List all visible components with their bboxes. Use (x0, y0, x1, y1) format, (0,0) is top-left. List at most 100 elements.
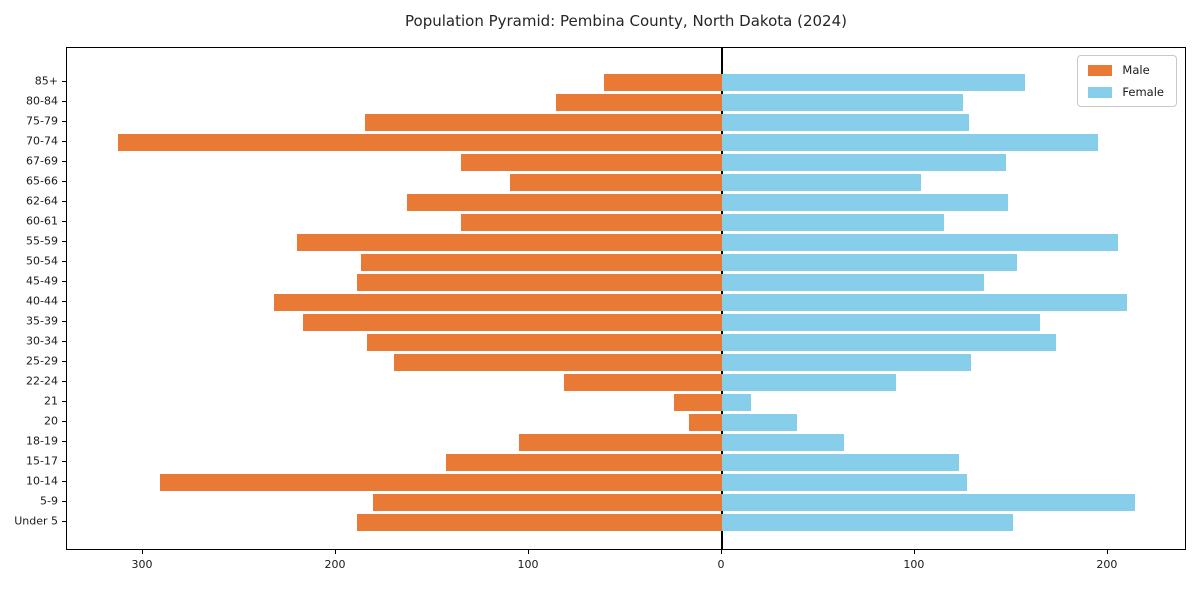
y-axis-label: 20 (44, 414, 58, 428)
male-bar (673, 393, 722, 411)
y-axis-label: 40-44 (26, 294, 58, 308)
y-axis-label: 35-39 (26, 314, 58, 328)
x-tick-label: 0 (717, 558, 725, 571)
y-tick-mark (62, 420, 66, 422)
y-tick-mark (62, 460, 66, 462)
y-axis-label: 80-84 (26, 94, 58, 108)
female-bar (721, 153, 1006, 171)
male-bar (519, 433, 722, 451)
female-bar (721, 193, 1008, 211)
y-axis-label: 70-74 (26, 134, 58, 148)
female-bar (721, 293, 1128, 311)
female-bar (721, 133, 1099, 151)
y-tick-mark (62, 220, 66, 222)
female-bar (721, 493, 1135, 511)
female-bar (721, 453, 960, 471)
female-bar (721, 213, 944, 231)
x-tick-mark (913, 550, 915, 554)
x-tick-mark (335, 550, 336, 554)
male-bar (461, 213, 722, 231)
male-bar (297, 233, 722, 251)
x-tick-mark (720, 550, 722, 554)
female-bar (721, 113, 969, 131)
chart-title: Population Pyramid: Pembina County, Nort… (405, 12, 847, 30)
male-bar (303, 313, 722, 331)
y-axis-label: 15-17 (26, 454, 58, 468)
y-axis-label: 25-29 (26, 354, 58, 368)
y-axis-label: Under 5 (14, 514, 58, 528)
y-axis-label: 55-59 (26, 234, 58, 248)
male-bar (461, 153, 722, 171)
y-axis-label: 60-61 (26, 214, 58, 228)
female-bar (721, 393, 751, 411)
female-bar (721, 473, 967, 491)
y-axis-label: 30-34 (26, 334, 58, 348)
female-bar (721, 73, 1025, 91)
y-tick-mark (62, 280, 66, 282)
female-bar (721, 413, 798, 431)
x-tick-mark (1106, 550, 1108, 554)
y-tick-mark (62, 180, 66, 182)
female-bar (721, 273, 985, 291)
y-axis-label: 21 (44, 394, 58, 408)
female-bar (721, 353, 971, 371)
male-bar (160, 473, 722, 491)
y-axis-label: 65-66 (26, 174, 58, 188)
y-axis-label: 67-69 (26, 154, 58, 168)
y-tick-mark (62, 240, 66, 242)
legend-female-label: Female (1122, 85, 1164, 99)
y-axis-label: 50-54 (26, 254, 58, 268)
x-tick-label: 200 (324, 558, 346, 571)
female-bar (721, 433, 844, 451)
y-tick-mark (62, 100, 66, 102)
male-bar (604, 73, 722, 91)
legend: Male Female (1077, 55, 1177, 107)
legend-item-female: Female (1088, 85, 1164, 99)
y-tick-mark (62, 300, 66, 302)
male-bar (357, 273, 722, 291)
female-bar (721, 513, 1014, 531)
legend-male-label: Male (1122, 63, 1150, 77)
y-tick-mark (62, 260, 66, 262)
y-axis-label: 75-79 (26, 114, 58, 128)
female-bar (721, 373, 896, 391)
y-tick-mark (62, 440, 66, 442)
male-bar (393, 353, 722, 371)
x-tick-mark (527, 550, 529, 554)
y-tick-mark (62, 320, 66, 322)
y-axis-label: 45-49 (26, 274, 58, 288)
y-axis-label: 10-14 (26, 474, 58, 488)
x-tick-label: 300 (131, 558, 153, 571)
legend-male-swatch (1088, 64, 1113, 76)
y-tick-mark (62, 340, 66, 342)
x-tick-label: 100 (517, 558, 539, 571)
y-axis-label: 5-9 (40, 494, 58, 508)
y-axis-label: 85+ (34, 74, 58, 88)
female-bar (721, 93, 964, 111)
legend-item-male: Male (1088, 63, 1164, 77)
y-tick-mark (62, 500, 66, 502)
male-bar (274, 293, 722, 311)
y-tick-mark (62, 360, 66, 362)
x-tick-label: 100 (903, 558, 925, 571)
plot-area: Male Female (66, 47, 1186, 550)
y-tick-mark (62, 380, 66, 382)
y-axis-label: 18-19 (26, 434, 58, 448)
y-tick-mark (62, 140, 66, 142)
male-bar (372, 493, 722, 511)
male-bar (509, 173, 722, 191)
male-bar (117, 133, 722, 151)
x-tick-mark (142, 550, 144, 554)
female-bar (721, 233, 1118, 251)
male-bar (563, 373, 722, 391)
male-bar (364, 113, 722, 131)
y-axis-label: 22-24 (26, 374, 58, 388)
y-axis-label: 62-64 (26, 194, 58, 208)
male-bar (445, 453, 722, 471)
male-bar (361, 253, 722, 271)
y-tick-mark (62, 80, 66, 82)
y-tick-mark (62, 400, 66, 402)
y-tick-mark (62, 480, 66, 482)
female-bar (721, 333, 1056, 351)
